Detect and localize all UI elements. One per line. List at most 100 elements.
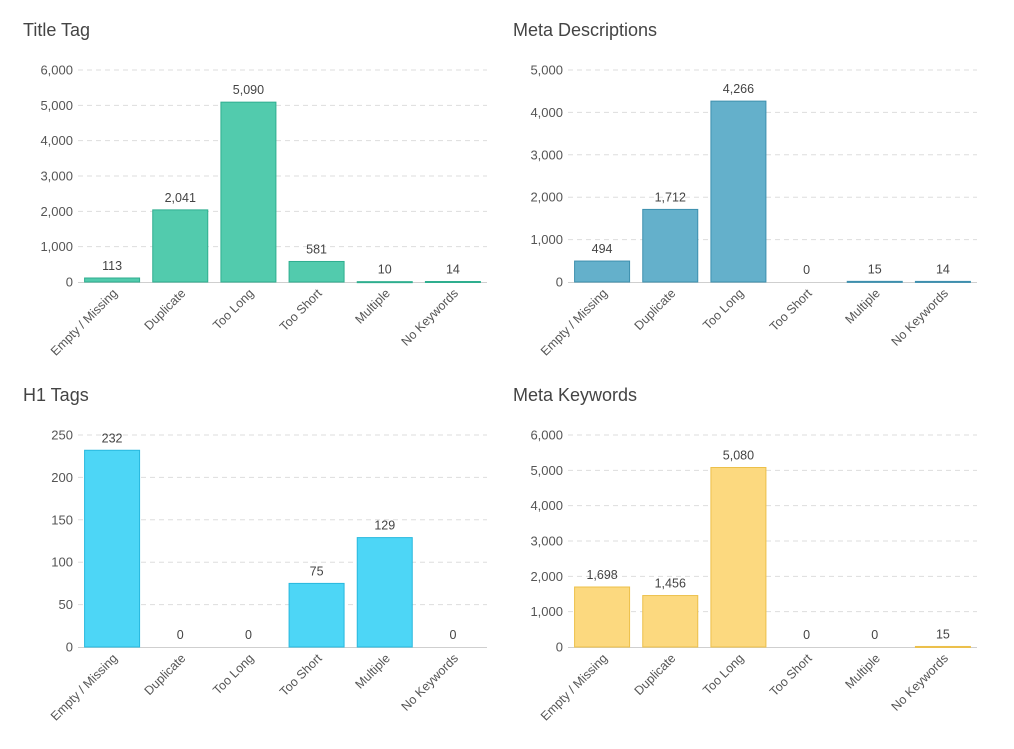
bar[interactable]: [356, 537, 413, 648]
y-tick-label: 1,000: [40, 239, 73, 254]
bar[interactable]: [424, 281, 481, 284]
data-label: 2,041: [165, 191, 196, 205]
bar[interactable]: [710, 467, 767, 648]
bar[interactable]: [642, 595, 699, 648]
y-tick-label: 3,000: [530, 534, 563, 549]
data-label: 113: [102, 259, 122, 273]
bar[interactable]: [220, 101, 277, 283]
x-tick-label: Too Short: [767, 651, 815, 699]
chart-meta-descriptions: 0 1,000 2,000 3,000 4,000 5,000 494 Empty / Mis…: [530, 63, 977, 359]
y-tick-label: 0: [556, 275, 563, 290]
y-tick-label: 3,000: [530, 147, 563, 162]
chart-title: Title Tag: [23, 20, 91, 40]
y-tick-label: 2,000: [530, 190, 563, 205]
x-tick-label: Multiple: [353, 286, 393, 326]
data-label: 581: [306, 242, 327, 256]
y-tick-label: 4,000: [530, 105, 563, 120]
bar[interactable]: [152, 209, 209, 283]
x-tick-label: Too Short: [277, 651, 325, 699]
y-tick-label: 4,000: [40, 133, 73, 148]
chart-title: H1 Tags: [23, 385, 89, 405]
data-label: 0: [871, 628, 878, 642]
x-tick-label: Empty / Missing: [538, 286, 610, 358]
data-label: 14: [446, 263, 460, 277]
x-tick-label: Duplicate: [142, 286, 189, 333]
y-tick-label: 1,000: [530, 604, 563, 619]
x-tick-label: Multiple: [843, 651, 883, 691]
bar[interactable]: [356, 281, 413, 284]
x-tick-label: Duplicate: [632, 286, 679, 333]
y-tick-label: 0: [556, 640, 563, 655]
bar[interactable]: [288, 582, 345, 648]
bar[interactable]: [642, 208, 699, 283]
x-tick-label: No Keywords: [399, 651, 461, 713]
data-label: 0: [177, 628, 184, 642]
data-label: 75: [310, 564, 324, 578]
data-label: 10: [378, 263, 392, 277]
x-tick-label: Empty / Missing: [48, 286, 120, 358]
y-tick-label: 2,000: [530, 569, 563, 584]
y-tick-label: 6,000: [530, 428, 563, 443]
chart-panel-meta-descriptions: Meta Descriptions 0 1,000 2,000 3,000 4,000 5…: [490, 0, 980, 365]
bar[interactable]: [84, 277, 141, 283]
x-tick-label: Empty / Missing: [48, 651, 120, 723]
y-tick-label: 4,000: [530, 498, 563, 513]
bar[interactable]: [288, 260, 345, 283]
x-tick-label: Multiple: [353, 651, 393, 691]
y-tick-label: 5,000: [40, 98, 73, 113]
data-label: 1,456: [655, 577, 686, 591]
x-tick-label: No Keywords: [889, 286, 951, 348]
data-label: 15: [936, 627, 950, 641]
x-tick-label: Too Long: [210, 651, 256, 697]
bar[interactable]: [846, 280, 903, 283]
chart-title: Meta Descriptions: [513, 20, 658, 40]
y-tick-label: 50: [59, 597, 73, 612]
data-label: 1,698: [586, 568, 617, 582]
y-tick-label: 0: [66, 640, 73, 655]
y-tick-label: 0: [66, 275, 73, 290]
y-tick-label: 1,000: [530, 232, 563, 247]
x-tick-label: Duplicate: [142, 651, 189, 698]
bar[interactable]: [574, 586, 631, 648]
x-tick-label: No Keywords: [399, 286, 461, 348]
x-tick-label: No Keywords: [889, 651, 951, 713]
y-tick-label: 250: [51, 428, 73, 443]
x-tick-label: Duplicate: [632, 651, 679, 698]
data-label: 129: [374, 519, 395, 533]
data-label: 494: [592, 242, 613, 256]
data-label: 0: [449, 628, 456, 642]
data-label: 0: [803, 263, 810, 277]
data-label: 15: [868, 262, 882, 276]
data-label: 5,090: [233, 83, 264, 97]
y-tick-label: 150: [51, 512, 73, 527]
x-tick-label: Empty / Missing: [538, 651, 610, 723]
y-tick-label: 6,000: [40, 63, 73, 78]
bar[interactable]: [84, 449, 141, 648]
x-tick-label: Too Short: [767, 286, 815, 334]
x-tick-label: Too Long: [210, 286, 256, 332]
y-tick-label: 100: [51, 555, 73, 570]
bar[interactable]: [710, 100, 767, 283]
data-label: 232: [102, 431, 123, 445]
bar[interactable]: [914, 280, 971, 283]
data-label: 14: [936, 262, 950, 276]
y-tick-label: 3,000: [40, 169, 73, 184]
chart-panel-title-tag: Title Tag 0 1,000 2,000 3,000 4,000 5,000 6,00…: [0, 0, 490, 365]
chart-title-tag: 0 1,000 2,000 3,000 4,000 5,000 6,000 113 Empty …: [40, 63, 487, 359]
y-tick-label: 5,000: [530, 463, 563, 478]
y-tick-label: 2,000: [40, 204, 73, 219]
data-label: 1,712: [655, 190, 686, 204]
y-tick-label: 5,000: [530, 63, 563, 78]
x-tick-label: Too Long: [700, 286, 746, 332]
x-tick-label: Multiple: [843, 286, 883, 326]
data-label: 0: [245, 628, 252, 642]
y-tick-label: 200: [51, 470, 73, 485]
data-label: 0: [803, 628, 810, 642]
bar[interactable]: [574, 260, 631, 283]
x-tick-label: Too Short: [277, 286, 325, 334]
chart-panel-meta-keywords: Meta Keywords 0 1,000 2,000 3,000 4,000 5,000…: [490, 365, 980, 730]
chart-meta-keywords: 0 1,000 2,000 3,000 4,000 5,000 6,000 1,698 Empt…: [530, 428, 977, 724]
data-label: 5,080: [723, 449, 754, 463]
bar[interactable]: [914, 645, 971, 648]
